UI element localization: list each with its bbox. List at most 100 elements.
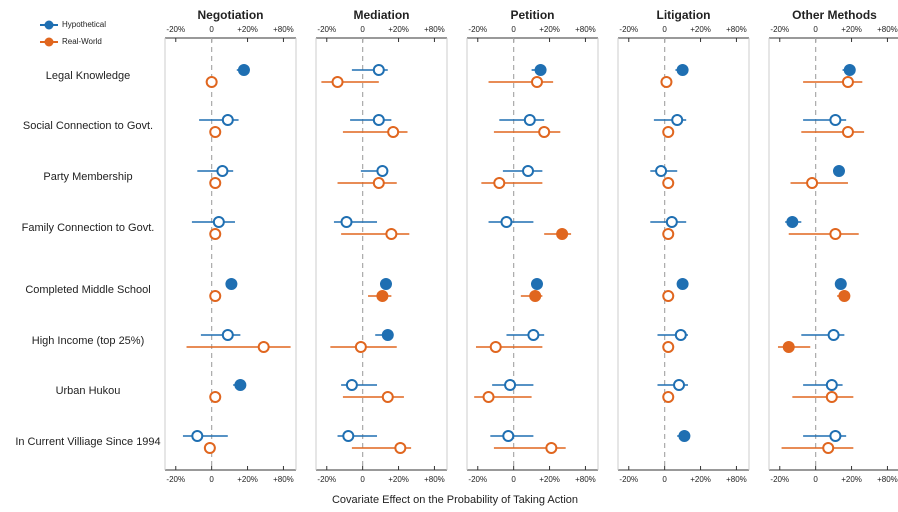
category-label: Party Membership bbox=[43, 171, 132, 183]
point-estimate bbox=[379, 278, 392, 290]
point-estimate bbox=[209, 126, 222, 138]
x-tick-label: -20% bbox=[770, 25, 789, 34]
point-estimate bbox=[676, 64, 689, 76]
point-estimate bbox=[660, 76, 673, 88]
x-tick-label: +20% bbox=[841, 475, 862, 484]
point-estimate bbox=[203, 442, 216, 454]
x-tick-label: -20% bbox=[468, 25, 487, 34]
x-tick-label: +80% bbox=[726, 25, 747, 34]
point-estimate bbox=[376, 165, 389, 177]
x-tick-label: 0 bbox=[209, 25, 214, 34]
category-label: Family Connection to Govt. bbox=[22, 222, 155, 234]
x-tick-label: -20% bbox=[166, 475, 185, 484]
point-estimate bbox=[825, 379, 838, 391]
point-estimate bbox=[527, 329, 540, 341]
point-estimate bbox=[838, 290, 851, 302]
point-estimate bbox=[841, 76, 854, 88]
legend-label: Real-World bbox=[62, 37, 102, 46]
category-label: Completed Middle School bbox=[25, 284, 150, 296]
panel-title: Other Methods bbox=[792, 8, 877, 22]
category-label: Urban Hukou bbox=[56, 385, 121, 397]
point-estimate bbox=[345, 379, 358, 391]
point-estimate bbox=[522, 165, 535, 177]
panel-title: Mediation bbox=[354, 8, 410, 22]
point-estimate bbox=[216, 165, 229, 177]
point-estimate bbox=[665, 216, 678, 228]
point-estimate bbox=[500, 216, 513, 228]
point-estimate bbox=[538, 126, 551, 138]
x-tick-label: +80% bbox=[877, 475, 898, 484]
x-tick-label: +80% bbox=[424, 475, 445, 484]
point-estimate bbox=[504, 379, 517, 391]
point-estimate bbox=[523, 114, 536, 126]
point-estimate bbox=[662, 341, 675, 353]
x-tick-label: +20% bbox=[841, 25, 862, 34]
x-tick-label: -20% bbox=[317, 25, 336, 34]
point-estimate bbox=[827, 329, 840, 341]
point-estimate bbox=[829, 228, 842, 240]
x-tick-label: -20% bbox=[770, 475, 789, 484]
point-estimate bbox=[372, 114, 385, 126]
legend-marker bbox=[44, 20, 54, 30]
x-tick-label: +80% bbox=[273, 475, 294, 484]
point-estimate bbox=[530, 76, 543, 88]
point-estimate bbox=[662, 126, 675, 138]
point-estimate bbox=[493, 177, 506, 189]
point-estimate bbox=[806, 177, 819, 189]
x-tick-label: +20% bbox=[388, 475, 409, 484]
point-estimate bbox=[234, 379, 247, 391]
point-estimate bbox=[662, 391, 675, 403]
legend-marker bbox=[44, 37, 54, 47]
x-tick-label: +80% bbox=[877, 25, 898, 34]
point-estimate bbox=[489, 341, 502, 353]
point-estimate bbox=[209, 391, 222, 403]
point-estimate bbox=[841, 126, 854, 138]
point-estimate bbox=[822, 442, 835, 454]
point-estimate bbox=[556, 228, 569, 240]
x-tick-label: +20% bbox=[690, 25, 711, 34]
point-estimate bbox=[529, 290, 542, 302]
point-estimate bbox=[331, 76, 344, 88]
point-estimate bbox=[212, 216, 225, 228]
point-estimate bbox=[376, 290, 389, 302]
point-estimate bbox=[387, 126, 400, 138]
x-tick-label: 0 bbox=[511, 475, 516, 484]
point-estimate bbox=[502, 430, 515, 442]
x-tick-label: +20% bbox=[539, 25, 560, 34]
point-estimate bbox=[237, 64, 250, 76]
point-estimate bbox=[257, 341, 270, 353]
point-estimate bbox=[385, 228, 398, 240]
point-estimate bbox=[832, 165, 845, 177]
category-label: In Current Villiage Since 1994 bbox=[15, 436, 160, 448]
point-estimate bbox=[340, 216, 353, 228]
x-tick-label: +80% bbox=[424, 25, 445, 34]
x-axis-label: Covariate Effect on the Probability of T… bbox=[332, 494, 578, 506]
x-tick-label: -20% bbox=[317, 475, 336, 484]
x-tick-label: +80% bbox=[575, 25, 596, 34]
point-estimate bbox=[209, 228, 222, 240]
point-estimate bbox=[843, 64, 856, 76]
x-tick-label: +20% bbox=[237, 475, 258, 484]
point-estimate bbox=[673, 379, 686, 391]
point-estimate bbox=[205, 76, 218, 88]
point-estimate bbox=[221, 329, 234, 341]
point-estimate bbox=[545, 442, 558, 454]
x-tick-label: +20% bbox=[237, 25, 258, 34]
point-estimate bbox=[372, 177, 385, 189]
x-tick-label: 0 bbox=[813, 475, 818, 484]
x-tick-label: +20% bbox=[690, 475, 711, 484]
point-estimate bbox=[662, 177, 675, 189]
point-estimate bbox=[342, 430, 355, 442]
point-estimate bbox=[829, 114, 842, 126]
point-estimate bbox=[191, 430, 204, 442]
legend-label: Hypothetical bbox=[62, 20, 106, 29]
x-tick-label: -20% bbox=[619, 475, 638, 484]
category-label: High Income (top 25%) bbox=[32, 335, 145, 347]
point-estimate bbox=[662, 228, 675, 240]
point-estimate bbox=[381, 329, 394, 341]
x-tick-label: 0 bbox=[360, 25, 365, 34]
x-tick-label: +80% bbox=[575, 475, 596, 484]
x-tick-label: +80% bbox=[726, 475, 747, 484]
x-tick-label: +20% bbox=[388, 25, 409, 34]
